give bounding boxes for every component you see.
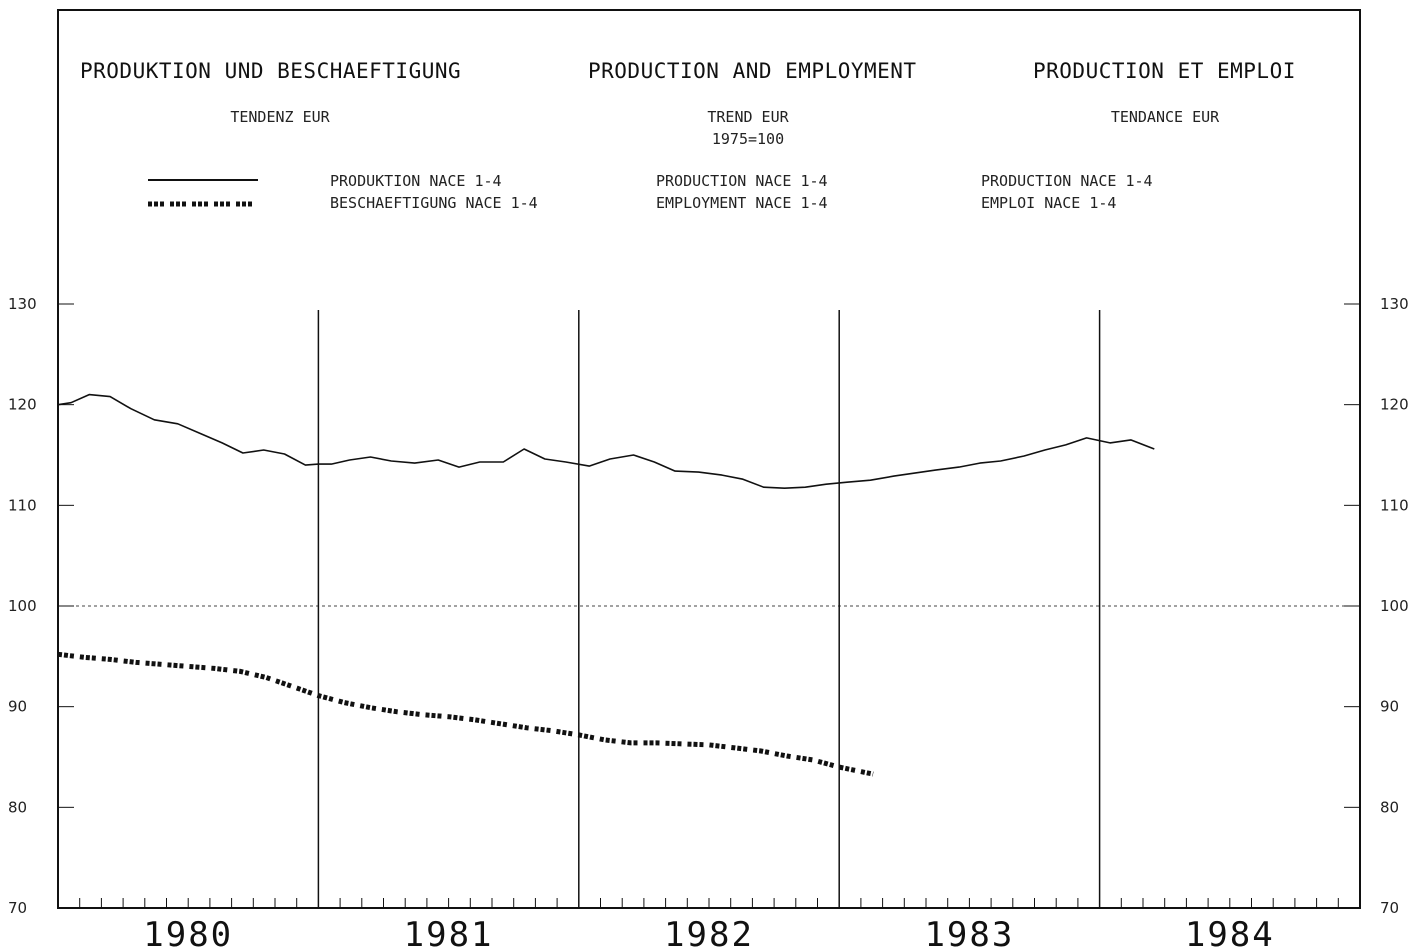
y-axis-layer: 70 70 80 80 90 90 100 100 110 110 120 120 130 130 bbox=[8, 295, 1409, 917]
y-tick-label-left: 130 bbox=[8, 295, 37, 313]
chart-frame bbox=[57, 9, 1361, 909]
y-tick-label-left: 100 bbox=[8, 597, 37, 615]
y-tick-label-left: 90 bbox=[8, 698, 27, 716]
y-tick-label-right: 120 bbox=[1380, 396, 1409, 414]
legend-production-german: PRODUKTION NACE 1-4 bbox=[330, 172, 502, 190]
title-french: PRODUCTION ET EMPLOI bbox=[1033, 59, 1296, 83]
y-tick-label-right: 90 bbox=[1380, 698, 1399, 716]
y-tick-label-right: 80 bbox=[1380, 798, 1399, 816]
title-german: PRODUKTION UND BESCHAEFTIGUNG bbox=[80, 59, 461, 83]
subtitle-french: TENDANCE EUR bbox=[1111, 108, 1220, 126]
y-tick-label-right: 70 bbox=[1380, 899, 1399, 917]
year-divider-layer bbox=[317, 310, 1101, 908]
series-line-production bbox=[57, 393, 1155, 490]
x-tick-label-year: 1983 bbox=[924, 915, 1014, 951]
legend-production-english: PRODUCTION NACE 1-4 bbox=[656, 172, 828, 190]
title-english: PRODUCTION AND EMPLOYMENT bbox=[588, 59, 917, 83]
y-tick-label-right: 100 bbox=[1380, 597, 1409, 615]
legend-employment-french: EMPLOI NACE 1-4 bbox=[981, 194, 1116, 212]
legend-employment-english: EMPLOYMENT NACE 1-4 bbox=[656, 194, 828, 212]
y-tick-label-right: 130 bbox=[1380, 295, 1409, 313]
y-tick-label-left: 120 bbox=[8, 396, 37, 414]
y-tick-label-right: 110 bbox=[1380, 496, 1409, 514]
x-tick-label-year: 1981 bbox=[404, 915, 494, 951]
series-layer bbox=[57, 393, 1155, 777]
x-tick-label-year: 1982 bbox=[664, 915, 754, 951]
x-tick-label-year: 1980 bbox=[143, 915, 233, 951]
subtitle-english: TREND EUR bbox=[707, 108, 789, 126]
subtitle-base-year: 1975=100 bbox=[712, 130, 784, 148]
y-tick-label-left: 80 bbox=[8, 798, 27, 816]
y-tick-label-left: 70 bbox=[8, 899, 27, 917]
legend-employment-german: BESCHAEFTIGUNG NACE 1-4 bbox=[330, 194, 538, 212]
series-line-employment bbox=[57, 651, 874, 777]
subtitle-german: TENDENZ EUR bbox=[230, 108, 330, 126]
legend-production-french: PRODUCTION NACE 1-4 bbox=[981, 172, 1153, 190]
x-axis-layer: 1980 1981 1982 1983 1984 bbox=[79, 898, 1339, 951]
x-tick-label-year: 1984 bbox=[1185, 915, 1275, 951]
y-tick-label-left: 110 bbox=[8, 496, 37, 514]
